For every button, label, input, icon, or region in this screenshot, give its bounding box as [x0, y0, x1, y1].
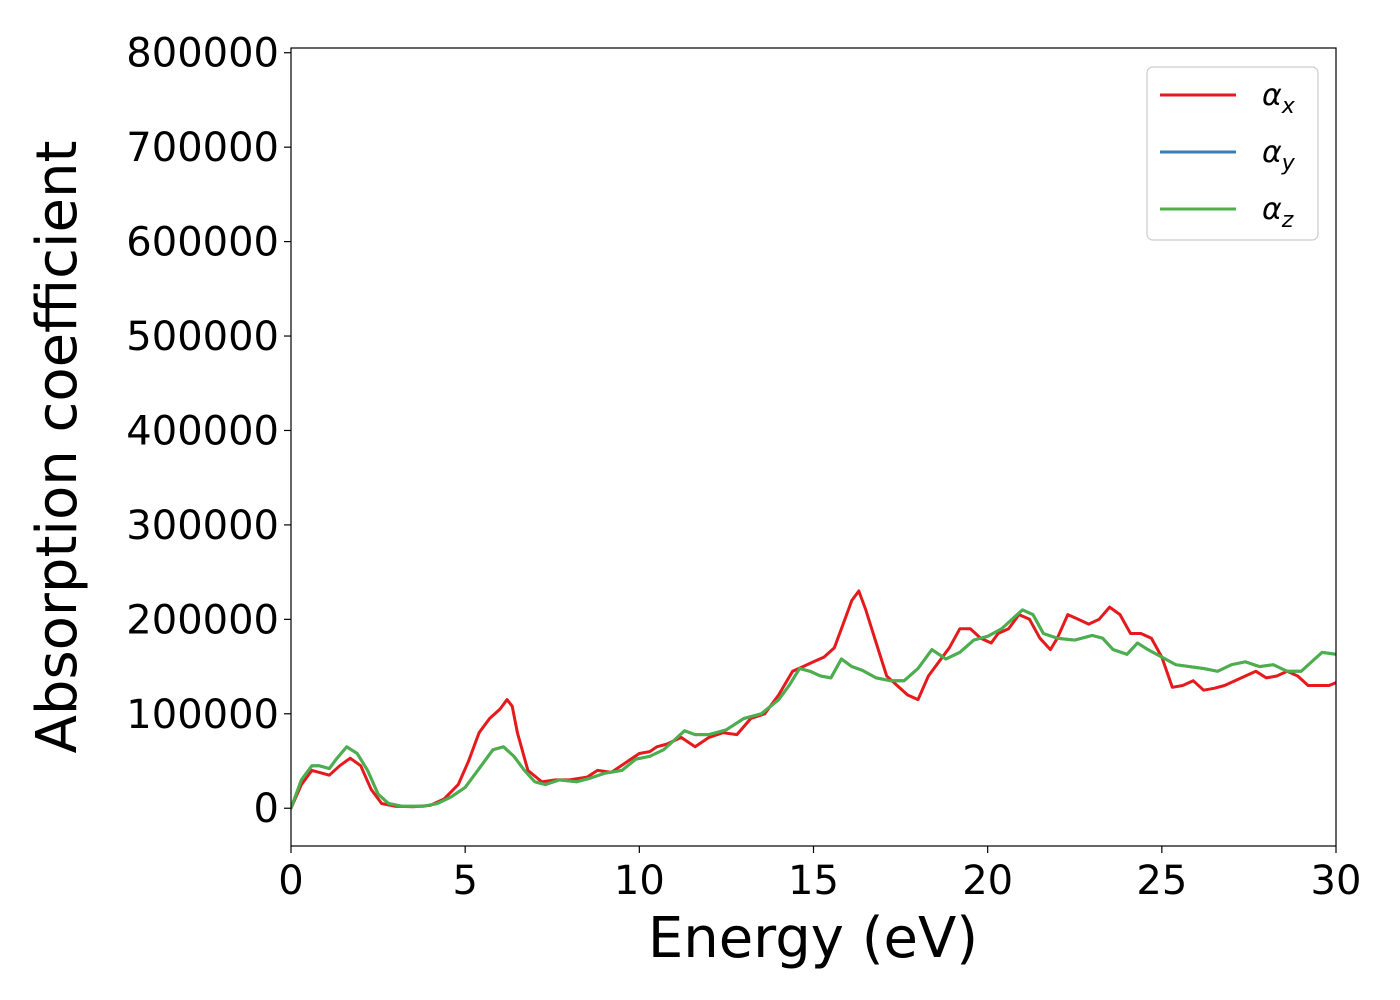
legend-label-y: αy: [1262, 135, 1296, 176]
y-tick-label: 0: [254, 786, 279, 832]
x-tick-label: 30: [1311, 858, 1362, 904]
x-tick-label: 5: [452, 858, 477, 904]
y-tick-label: 700000: [126, 125, 279, 171]
legend-label-x: αx: [1262, 78, 1296, 119]
x-tick-label: 20: [962, 858, 1013, 904]
y-tick-label: 100000: [126, 692, 279, 738]
series-layer: [291, 589, 1336, 810]
y-tick-label: 800000: [126, 31, 279, 77]
y-tick-label: 500000: [126, 314, 279, 360]
y-tick-label: 300000: [126, 503, 279, 549]
series-line-x: [291, 589, 1336, 810]
x-tick-label: 25: [1136, 858, 1187, 904]
x-axis: 0 5 10 15 20 25 30: [278, 846, 1361, 904]
series-line-z: [291, 608, 1336, 810]
y-axis: 0 100000 200000 300000 400000 500000 600000 700…: [126, 31, 291, 832]
x-tick-label: 10: [614, 858, 665, 904]
y-tick-label: 400000: [126, 408, 279, 454]
x-axis-title: Energy (eV): [648, 906, 978, 971]
x-tick-label: 15: [788, 858, 839, 904]
legend: αx αy αz: [1146, 66, 1319, 241]
y-axis-title: Absorption coefficient: [25, 141, 90, 754]
x-tick-label: 0: [278, 858, 303, 904]
y-tick-label: 600000: [126, 220, 279, 266]
y-tick-label: 200000: [126, 597, 279, 643]
legend-label-z: αz: [1262, 192, 1294, 233]
